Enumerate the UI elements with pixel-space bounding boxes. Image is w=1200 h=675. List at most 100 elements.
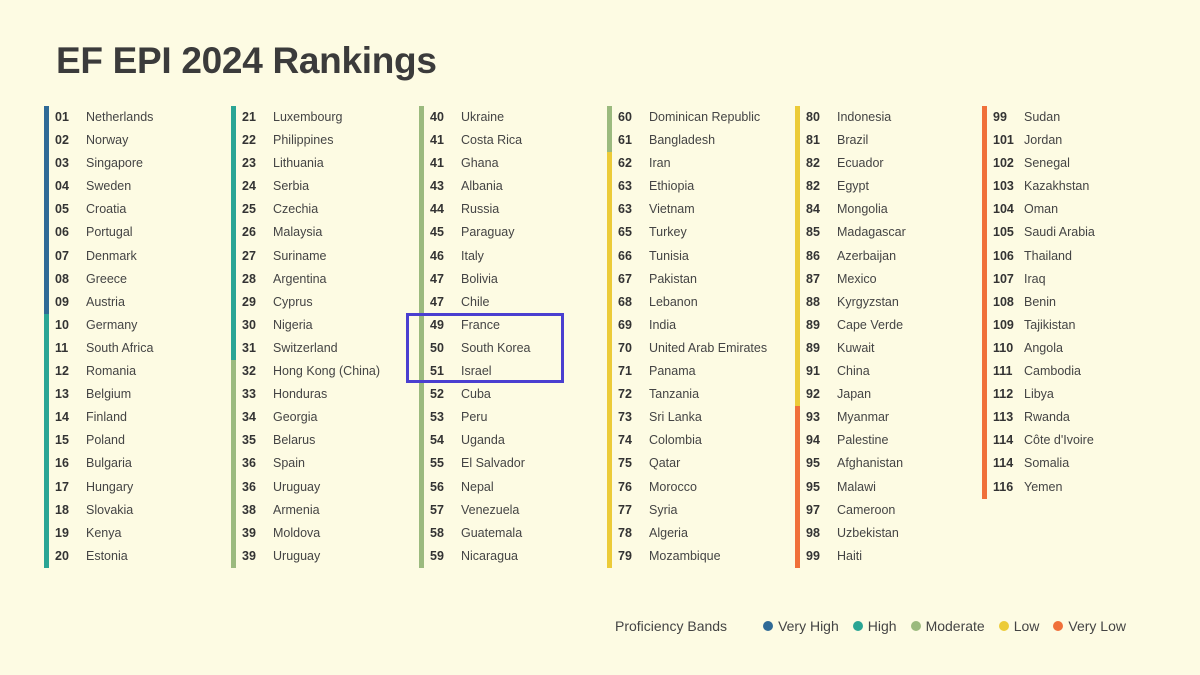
country-name: Colombia (649, 433, 702, 448)
rank-number: 79 (618, 548, 632, 563)
rank-number: 41 (430, 133, 444, 148)
country-name: Russia (461, 202, 500, 217)
country-name: France (461, 317, 500, 332)
band-bar (607, 290, 612, 314)
rank-number: 31 (242, 340, 256, 355)
country-name: Iran (649, 156, 671, 171)
country-name: Austria (86, 294, 125, 309)
rank-number: 56 (430, 479, 444, 494)
band-bar (795, 129, 800, 153)
band-bar (419, 360, 424, 384)
band-bar (795, 244, 800, 268)
band-bar (419, 383, 424, 407)
country-name: Turkey (649, 225, 687, 240)
rank-number: 11 (55, 340, 69, 355)
rank-number: 25 (242, 202, 256, 217)
band-bar (231, 383, 236, 407)
rank-number: 22 (242, 133, 256, 148)
band-bar (44, 129, 49, 153)
rank-number: 57 (430, 502, 444, 517)
country-name: Switzerland (273, 340, 338, 355)
page-title: EF EPI 2024 Rankings (56, 40, 437, 81)
country-name: Chile (461, 294, 490, 309)
band-bar (44, 336, 49, 361)
country-name: Sri Lanka (649, 410, 702, 425)
band-bar (231, 452, 236, 476)
band-bar (795, 336, 800, 361)
rank-number: 101 (993, 133, 1014, 148)
band-bar (982, 336, 987, 361)
rank-number: 92 (806, 387, 820, 402)
band-bar (231, 290, 236, 314)
country-name: Kenya (86, 525, 122, 540)
band-bar (795, 175, 800, 199)
rank-number: 47 (430, 271, 444, 286)
band-bar (982, 198, 987, 222)
country-name: Jordan (1024, 133, 1063, 148)
country-name: Nicaragua (461, 548, 518, 563)
country-name: Uruguay (273, 548, 321, 563)
country-name: Nigeria (273, 317, 313, 332)
band-bar (231, 429, 236, 453)
rank-number: 19 (55, 525, 69, 540)
band-bar (231, 129, 236, 153)
rank-number: 47 (430, 294, 444, 309)
rank-number: 36 (242, 456, 256, 471)
rank-number: 54 (430, 433, 444, 448)
rank-number: 49 (430, 317, 444, 332)
rank-number: 108 (993, 294, 1014, 309)
country-name: Benin (1024, 294, 1056, 309)
band-bar (419, 106, 424, 130)
country-name: Azerbaijan (837, 248, 897, 263)
band-bar (419, 521, 424, 545)
rank-number: 39 (242, 525, 256, 540)
rank-number: 62 (618, 156, 632, 171)
country-name: Suriname (273, 248, 327, 263)
country-name: Honduras (273, 387, 328, 402)
rank-number: 28 (242, 271, 256, 286)
rank-number: 71 (618, 364, 632, 379)
rank-number: 77 (618, 502, 632, 517)
legend-label: Low (1013, 618, 1040, 634)
country-name: Lithuania (273, 156, 324, 171)
band-bar (44, 429, 49, 453)
rank-number: 102 (993, 156, 1014, 171)
band-bar (795, 198, 800, 222)
country-name: Vietnam (649, 202, 695, 217)
country-name: Lebanon (649, 294, 698, 309)
country-name: Cyprus (273, 294, 313, 309)
country-name: Nepal (461, 479, 494, 494)
country-name: Thailand (1024, 248, 1072, 263)
band-bar (795, 544, 800, 568)
country-name: Luxembourg (273, 110, 343, 124)
country-name: Saudi Arabia (1024, 225, 1095, 240)
rank-number: 20 (55, 548, 69, 563)
rank-number: 89 (806, 340, 820, 355)
rank-number: 109 (993, 317, 1014, 332)
country-name: Egypt (837, 179, 869, 194)
rank-number: 40 (430, 110, 444, 124)
rank-number: 99 (993, 110, 1007, 124)
country-name: Panama (649, 364, 696, 379)
band-bar (419, 198, 424, 222)
band-bar (982, 129, 987, 153)
rank-number: 66 (618, 248, 632, 263)
rank-number: 53 (430, 410, 444, 425)
legend-item: High (852, 618, 897, 634)
legend-dot-icon (1053, 621, 1064, 631)
rank-number: 34 (242, 410, 256, 425)
rank-number: 04 (55, 179, 69, 194)
rank-number: 104 (993, 202, 1014, 217)
legend-label: Very Low (1068, 618, 1126, 634)
band-bar (607, 475, 612, 499)
band-bar (419, 152, 424, 176)
band-bar (982, 267, 987, 291)
country-name: Ecuador (837, 156, 884, 171)
country-name: Madagascar (837, 225, 906, 240)
band-bar (795, 429, 800, 453)
rank-number: 08 (55, 271, 69, 286)
band-bar (44, 521, 49, 545)
country-name: Uganda (461, 433, 505, 448)
rank-number: 73 (618, 410, 632, 425)
band-bar (982, 429, 987, 453)
